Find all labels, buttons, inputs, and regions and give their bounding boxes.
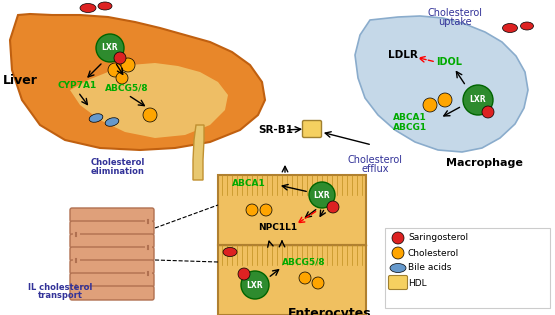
Text: ABCG5/8: ABCG5/8: [105, 83, 149, 93]
Ellipse shape: [98, 2, 112, 10]
Text: CYP7A1: CYP7A1: [58, 81, 97, 89]
Ellipse shape: [390, 264, 406, 272]
Ellipse shape: [105, 118, 119, 126]
Text: IL cholesterol: IL cholesterol: [28, 283, 92, 292]
Circle shape: [260, 204, 272, 216]
Circle shape: [108, 63, 122, 77]
FancyBboxPatch shape: [302, 121, 321, 138]
Text: Cholesterol: Cholesterol: [427, 8, 482, 18]
Text: Liver: Liver: [3, 73, 38, 87]
Text: Enterocytes: Enterocytes: [288, 307, 372, 315]
Text: LXR: LXR: [246, 280, 263, 289]
Circle shape: [482, 106, 494, 118]
Text: efflux: efflux: [361, 164, 388, 174]
FancyBboxPatch shape: [70, 260, 154, 274]
FancyBboxPatch shape: [385, 228, 550, 308]
Polygon shape: [193, 125, 204, 180]
Text: IDOL: IDOL: [436, 57, 462, 67]
Text: Saringosterol: Saringosterol: [408, 233, 468, 243]
Polygon shape: [10, 14, 265, 150]
Ellipse shape: [89, 114, 103, 122]
Circle shape: [299, 272, 311, 284]
Circle shape: [327, 201, 339, 213]
FancyBboxPatch shape: [70, 247, 154, 261]
Text: Cholesterol: Cholesterol: [347, 155, 402, 165]
Ellipse shape: [80, 3, 96, 13]
FancyBboxPatch shape: [70, 286, 154, 300]
Text: HDL: HDL: [408, 278, 427, 288]
Text: Macrophage: Macrophage: [446, 158, 522, 168]
Text: LXR: LXR: [314, 191, 330, 199]
Text: ABCA1: ABCA1: [232, 179, 266, 187]
FancyBboxPatch shape: [218, 175, 366, 245]
Polygon shape: [70, 63, 228, 138]
Circle shape: [392, 247, 404, 259]
Text: Cholesterol: Cholesterol: [91, 158, 145, 167]
Text: LDLR: LDLR: [388, 50, 418, 60]
Text: SR-B1: SR-B1: [258, 125, 293, 135]
Circle shape: [246, 204, 258, 216]
Circle shape: [392, 232, 404, 244]
Circle shape: [121, 58, 135, 72]
Circle shape: [238, 268, 250, 280]
Polygon shape: [355, 16, 528, 152]
Text: uptake: uptake: [438, 17, 472, 27]
Circle shape: [241, 271, 269, 299]
Ellipse shape: [223, 248, 237, 256]
Text: Bile acids: Bile acids: [408, 264, 451, 272]
Circle shape: [309, 182, 335, 208]
FancyBboxPatch shape: [70, 234, 154, 248]
Text: LXR: LXR: [470, 95, 486, 105]
FancyBboxPatch shape: [70, 221, 154, 235]
FancyBboxPatch shape: [70, 208, 154, 222]
FancyBboxPatch shape: [218, 245, 366, 315]
FancyBboxPatch shape: [70, 273, 154, 287]
Circle shape: [423, 98, 437, 112]
Circle shape: [96, 34, 124, 62]
FancyBboxPatch shape: [388, 276, 407, 289]
Ellipse shape: [521, 22, 533, 30]
Ellipse shape: [502, 24, 517, 32]
Text: NPC1L1: NPC1L1: [259, 224, 297, 232]
Circle shape: [438, 93, 452, 107]
Text: ABCG1: ABCG1: [393, 123, 427, 133]
Text: Cholesterol: Cholesterol: [408, 249, 459, 257]
Circle shape: [463, 85, 493, 115]
Circle shape: [114, 52, 126, 64]
Text: LXR: LXR: [102, 43, 118, 53]
Circle shape: [143, 108, 157, 122]
Circle shape: [312, 277, 324, 289]
Circle shape: [116, 72, 128, 84]
Text: ABCG5/8: ABCG5/8: [282, 257, 326, 266]
Text: ABCA1: ABCA1: [393, 113, 427, 123]
Text: elimination: elimination: [91, 167, 145, 176]
Text: transport: transport: [38, 291, 83, 300]
